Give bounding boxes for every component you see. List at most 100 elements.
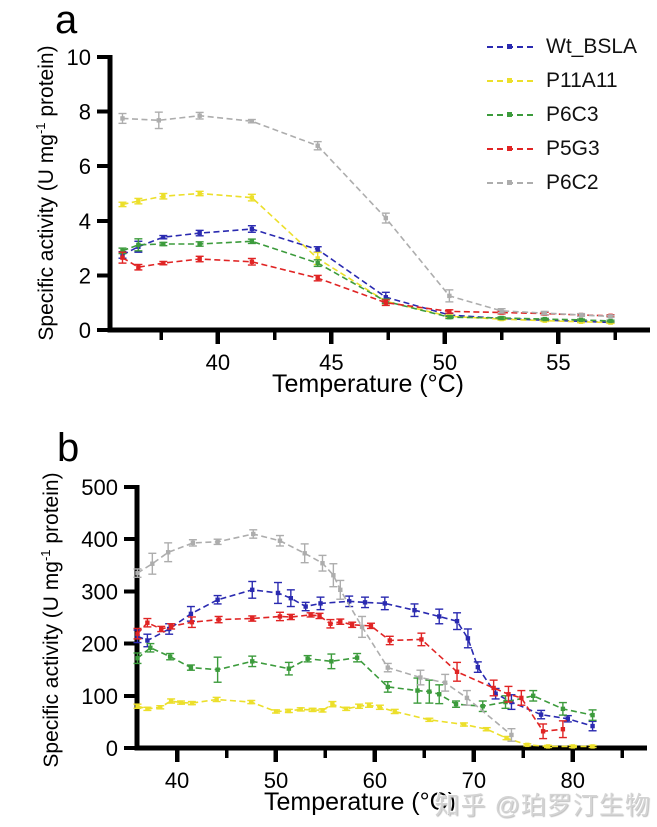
- legend-entry-P5G3: P5G3: [487, 132, 637, 166]
- data-point-marker: [453, 701, 459, 707]
- legend-entry-Wt_BSLA: Wt_BSLA: [487, 30, 637, 64]
- legend-line-swatch: [487, 112, 533, 117]
- data-point-marker: [578, 312, 584, 318]
- data-point-marker: [427, 717, 432, 723]
- data-point-marker: [356, 704, 362, 709]
- series-line: [122, 240, 611, 322]
- data-point-marker: [120, 116, 125, 121]
- series-Wt_BSLA: [118, 225, 615, 325]
- legend-entry-P6C3: P6C3: [487, 98, 637, 132]
- y-tick-label: 2: [79, 263, 91, 288]
- series-P5G3: [118, 251, 615, 319]
- data-point-marker: [249, 226, 255, 232]
- data-point-marker: [120, 255, 125, 260]
- data-point-marker: [303, 604, 308, 609]
- panel-a-x-axis-title: Temperature (°C): [272, 370, 464, 398]
- data-point-marker: [286, 666, 292, 671]
- data-point-marker: [273, 709, 279, 714]
- data-point-marker: [250, 587, 255, 593]
- y-tick-label: 0: [79, 318, 91, 343]
- series-P6C3: [118, 238, 615, 324]
- data-point-marker: [540, 729, 546, 734]
- data-point-marker: [504, 735, 509, 741]
- data-point-marker: [145, 620, 150, 625]
- x-tick-label: 60: [363, 768, 387, 793]
- data-point-marker: [447, 309, 452, 314]
- y-axis-title-text: protein): [40, 472, 63, 550]
- data-point-marker: [135, 656, 140, 661]
- legend-entry-P6C2: P6C2: [487, 166, 637, 200]
- panel-a-label: a: [55, 0, 78, 42]
- data-point-marker: [565, 716, 571, 721]
- legend-marker: [507, 180, 512, 185]
- data-point-marker: [302, 551, 307, 556]
- data-point-marker: [493, 691, 498, 696]
- legend-line-swatch: [487, 180, 533, 185]
- legend-label: P6C2: [546, 171, 599, 194]
- legend-label: P11A11: [546, 69, 618, 92]
- data-point-marker: [383, 300, 389, 305]
- data-point-marker: [442, 680, 448, 685]
- data-point-marker: [318, 601, 323, 606]
- data-point-marker: [464, 695, 470, 701]
- data-point-marker: [545, 744, 551, 749]
- data-point-marker: [590, 712, 595, 718]
- data-point-marker: [249, 259, 255, 264]
- data-point-marker: [249, 118, 255, 124]
- data-point-marker: [578, 317, 584, 323]
- y-axis-title-superscript: -1: [38, 549, 53, 562]
- data-point-marker: [506, 692, 511, 697]
- y-axis-title-text: Specific activity (U mg: [40, 561, 63, 768]
- data-point-marker: [382, 601, 388, 606]
- data-point-marker: [570, 744, 575, 749]
- series-line: [122, 257, 611, 317]
- data-point-marker: [349, 622, 355, 628]
- data-point-marker: [188, 611, 194, 617]
- x-tick-label: 50: [433, 350, 457, 375]
- data-point-marker: [156, 118, 162, 123]
- data-point-marker: [499, 308, 504, 314]
- series-Wt_BSLA: [133, 580, 597, 732]
- data-point-marker: [189, 700, 195, 706]
- series-line: [122, 192, 611, 324]
- y-tick-label: 100: [81, 684, 118, 709]
- data-point-marker: [315, 256, 320, 261]
- data-point-marker: [366, 702, 372, 708]
- legend-line-swatch: [487, 146, 533, 151]
- data-point-marker: [305, 656, 310, 661]
- panel-b-label: b: [57, 426, 80, 470]
- data-point-marker: [338, 587, 343, 593]
- data-point-marker: [251, 531, 256, 537]
- y-axis-title-text: protein): [35, 45, 58, 123]
- data-point-marker: [377, 705, 383, 710]
- series-line: [137, 698, 593, 748]
- y-axis-title-superscript: -1: [33, 122, 48, 135]
- data-point-marker: [178, 700, 184, 705]
- x-tick-label: 80: [561, 768, 585, 793]
- data-point-marker: [383, 295, 389, 300]
- data-point-marker: [315, 275, 320, 281]
- data-point-marker: [188, 665, 194, 670]
- data-point-marker: [447, 314, 452, 320]
- data-point-marker: [197, 241, 202, 247]
- data-point-marker: [354, 655, 360, 660]
- y-tick-label: 0: [106, 736, 118, 761]
- data-point-marker: [418, 675, 423, 680]
- data-point-marker: [161, 194, 166, 199]
- data-point-marker: [136, 242, 141, 248]
- data-point-marker: [168, 624, 174, 629]
- data-point-marker: [499, 315, 504, 321]
- y-tick-label: 200: [81, 632, 118, 657]
- data-point-marker: [608, 318, 613, 324]
- legend-label: P5G3: [546, 137, 600, 160]
- data-point-marker: [249, 239, 255, 244]
- legend-marker: [507, 112, 512, 117]
- data-point-marker: [454, 618, 460, 624]
- data-point-marker: [315, 247, 320, 252]
- data-point-marker: [437, 692, 442, 697]
- data-point-marker: [249, 699, 254, 705]
- data-point-marker: [447, 293, 452, 299]
- data-point-marker: [320, 708, 325, 713]
- panel-b-x-axis-title: Temperature (°C): [264, 788, 456, 816]
- data-point-marker: [415, 688, 420, 693]
